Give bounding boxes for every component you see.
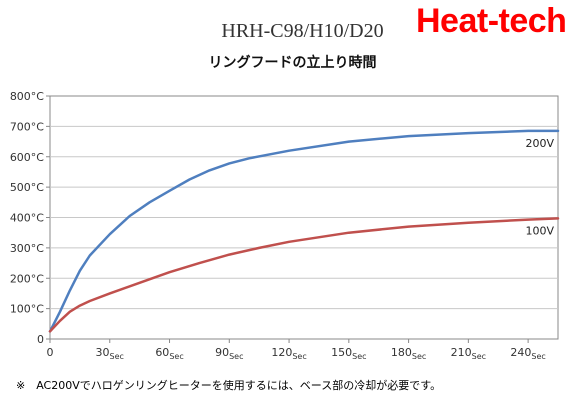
x-tick-label: 180Sec <box>391 346 426 361</box>
y-tick-label: 0 <box>37 333 44 346</box>
x-tick-label: 150Sec <box>331 346 366 361</box>
chart-title: リングフードの立上り時間 <box>208 55 377 71</box>
x-tick-label: 60Sec <box>155 346 183 361</box>
y-tick-label: 500°C <box>10 181 44 194</box>
series-label: 200V <box>525 137 554 150</box>
x-tick-label: 90Sec <box>215 346 243 361</box>
y-tick-label: 800°C <box>10 90 44 103</box>
series-line-100v <box>48 217 560 333</box>
y-tick-label: 600°C <box>10 151 44 164</box>
series-line-200v <box>48 129 560 333</box>
x-tick-label: 30Sec <box>96 346 124 361</box>
y-tick-label: 700°C <box>10 120 44 133</box>
model-number: HRH-C98/H10/D20 <box>221 20 384 42</box>
x-tick-label: 210Sec <box>451 346 486 361</box>
x-tick-label: 240Sec <box>510 346 545 361</box>
x-tick-label: 0 <box>47 346 54 359</box>
footnote: ※ AC200Vでハロゲンリングヒーターを使用するには、ベース部の冷却が必要です… <box>16 379 442 392</box>
brand-logo: Heat-tech <box>416 2 567 40</box>
x-tick-label: 120Sec <box>271 346 306 361</box>
y-tick-label: 300°C <box>10 242 44 255</box>
y-tick-label: 200°C <box>10 272 44 285</box>
y-tick-label: 400°C <box>10 212 44 225</box>
y-tick-label: 100°C <box>10 303 44 316</box>
series-label: 100V <box>525 224 554 237</box>
